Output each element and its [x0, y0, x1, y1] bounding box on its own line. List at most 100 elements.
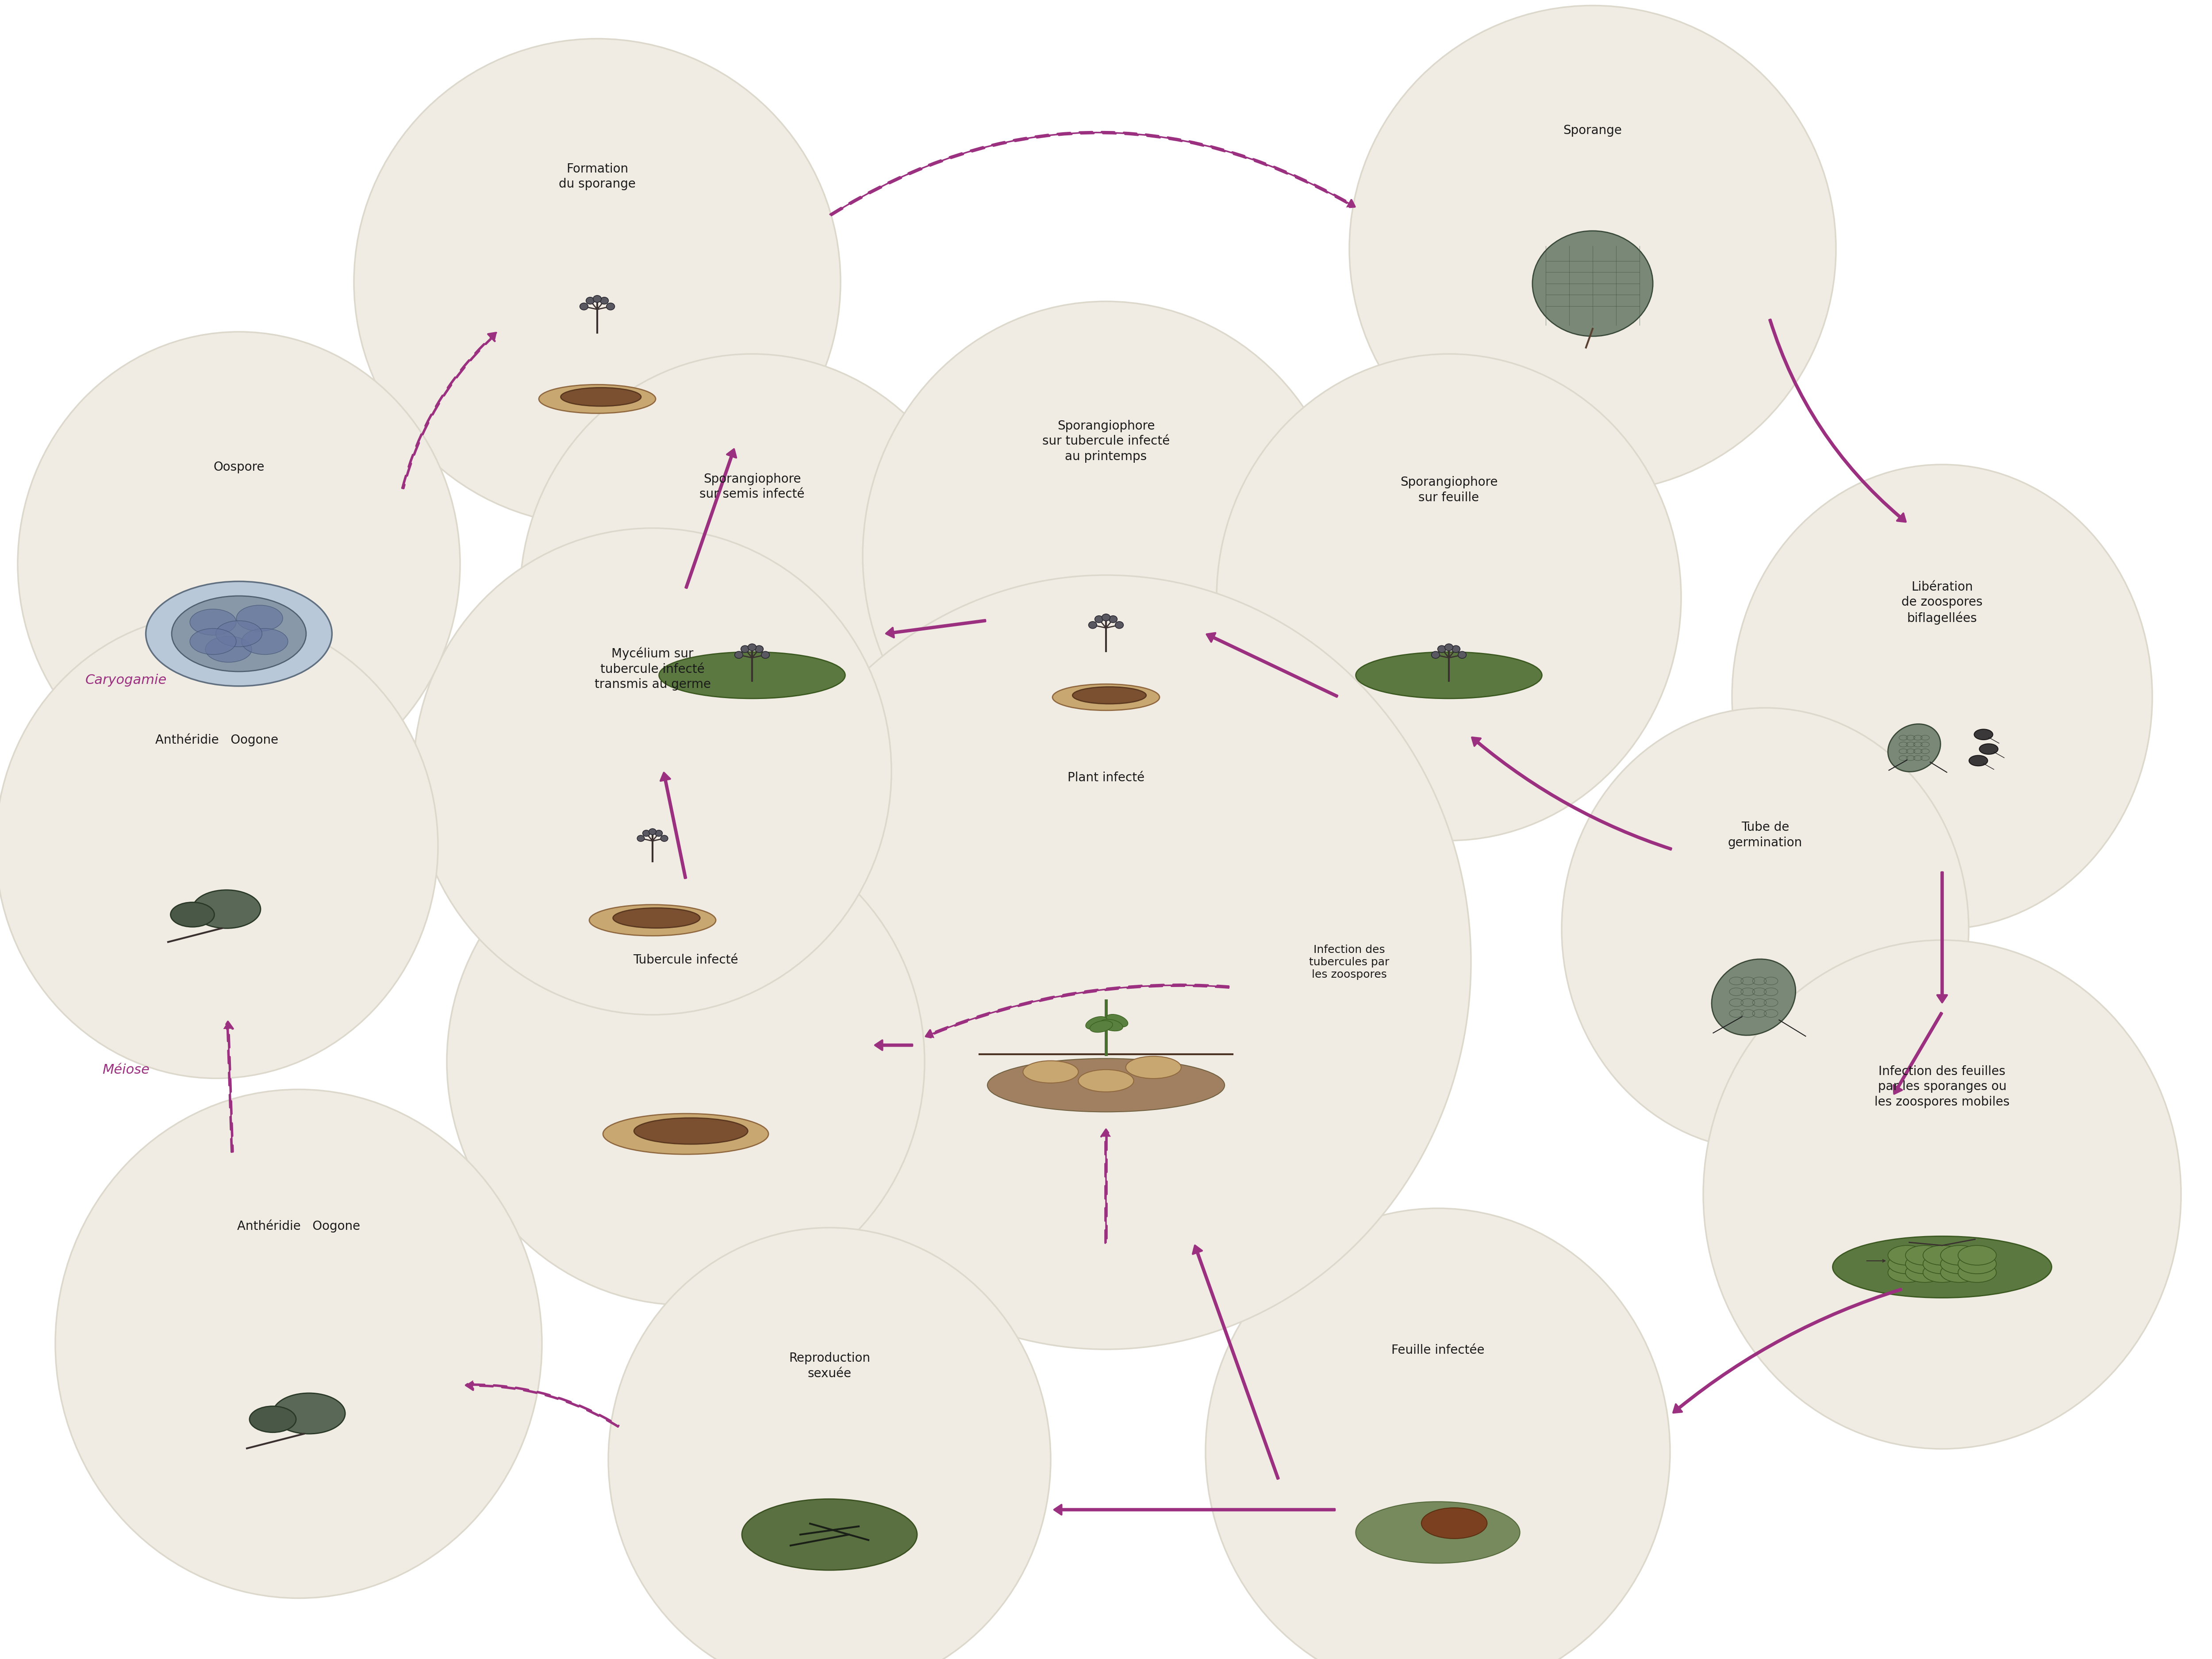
Text: Anthéridie   Oogone: Anthéridie Oogone	[237, 1219, 361, 1233]
Ellipse shape	[1206, 1208, 1670, 1659]
Ellipse shape	[1732, 465, 2152, 929]
Ellipse shape	[1905, 1254, 1944, 1274]
FancyArrowPatch shape	[1770, 320, 1907, 523]
Text: Sporangiophore
sur semis infecté: Sporangiophore sur semis infecté	[699, 473, 805, 501]
Ellipse shape	[635, 1118, 748, 1145]
Ellipse shape	[741, 1500, 918, 1569]
FancyArrowPatch shape	[830, 131, 1356, 216]
FancyArrowPatch shape	[1672, 1289, 1902, 1413]
Ellipse shape	[863, 302, 1349, 810]
Ellipse shape	[1091, 1020, 1113, 1032]
Ellipse shape	[1958, 1262, 1997, 1282]
Text: Infection des
tubercules par
les zoospores: Infection des tubercules par les zoospor…	[1310, 944, 1389, 980]
Ellipse shape	[1958, 1254, 1997, 1274]
Ellipse shape	[520, 353, 984, 841]
Ellipse shape	[1712, 959, 1796, 1035]
Ellipse shape	[1108, 615, 1117, 622]
Ellipse shape	[1958, 1246, 1997, 1266]
Ellipse shape	[580, 304, 588, 310]
Ellipse shape	[1095, 615, 1104, 622]
Ellipse shape	[1431, 652, 1440, 659]
Text: Plant infecté: Plant infecté	[1068, 771, 1144, 783]
Ellipse shape	[1905, 1246, 1944, 1266]
FancyArrowPatch shape	[876, 1040, 911, 1050]
Ellipse shape	[1106, 1014, 1128, 1027]
Text: Caryogamie: Caryogamie	[86, 674, 166, 687]
Ellipse shape	[1102, 614, 1110, 620]
Ellipse shape	[354, 38, 841, 526]
Ellipse shape	[1073, 687, 1146, 703]
Ellipse shape	[1356, 1501, 1520, 1563]
Ellipse shape	[190, 609, 237, 635]
FancyArrowPatch shape	[467, 1380, 619, 1427]
Ellipse shape	[562, 388, 641, 406]
Ellipse shape	[217, 620, 261, 647]
Ellipse shape	[1053, 684, 1159, 710]
Ellipse shape	[1086, 1017, 1108, 1029]
Ellipse shape	[18, 332, 460, 796]
Text: Sporangiophore
sur tubercule infecté
au printemps: Sporangiophore sur tubercule infecté au …	[1042, 420, 1170, 463]
Ellipse shape	[1533, 231, 1652, 337]
Ellipse shape	[173, 596, 305, 672]
Ellipse shape	[613, 907, 699, 927]
FancyArrowPatch shape	[234, 599, 243, 670]
Ellipse shape	[1980, 743, 1997, 755]
Ellipse shape	[1022, 1060, 1077, 1083]
Text: Reproduction
sexuée: Reproduction sexuée	[790, 1352, 869, 1380]
Ellipse shape	[237, 606, 283, 632]
Ellipse shape	[644, 830, 650, 836]
Ellipse shape	[608, 1228, 1051, 1659]
FancyArrowPatch shape	[1938, 873, 1947, 1002]
FancyArrowPatch shape	[927, 984, 1228, 1039]
Ellipse shape	[1438, 645, 1447, 652]
Text: Libération
de zoospores
biflagellées: Libération de zoospores biflagellées	[1902, 581, 1982, 624]
FancyArrowPatch shape	[1055, 1505, 1334, 1515]
Ellipse shape	[206, 635, 252, 662]
FancyArrowPatch shape	[1192, 1246, 1279, 1478]
Ellipse shape	[1458, 652, 1467, 659]
Ellipse shape	[1451, 645, 1460, 652]
Ellipse shape	[606, 304, 615, 310]
Ellipse shape	[734, 652, 743, 659]
Ellipse shape	[1832, 1236, 2053, 1297]
Ellipse shape	[1088, 622, 1097, 629]
Ellipse shape	[250, 1407, 296, 1432]
Text: Méiose: Méiose	[102, 1063, 150, 1077]
Ellipse shape	[661, 836, 668, 841]
Ellipse shape	[1422, 1508, 1486, 1538]
Ellipse shape	[741, 576, 1471, 1349]
Ellipse shape	[1356, 652, 1542, 698]
Ellipse shape	[192, 889, 261, 929]
Ellipse shape	[987, 1058, 1225, 1112]
FancyArrowPatch shape	[1208, 634, 1338, 697]
Ellipse shape	[1444, 644, 1453, 650]
Ellipse shape	[1562, 708, 1969, 1150]
Ellipse shape	[1887, 1262, 1927, 1282]
FancyArrowPatch shape	[661, 773, 686, 878]
Ellipse shape	[599, 297, 608, 304]
Ellipse shape	[648, 828, 657, 834]
Ellipse shape	[1905, 1262, 1944, 1282]
Ellipse shape	[741, 645, 750, 652]
Ellipse shape	[1940, 1262, 1980, 1282]
Ellipse shape	[1099, 1019, 1124, 1030]
FancyArrowPatch shape	[223, 1022, 232, 1151]
FancyArrowPatch shape	[686, 450, 737, 587]
Ellipse shape	[754, 645, 763, 652]
Ellipse shape	[1126, 1057, 1181, 1078]
Text: Mycélium sur
tubercule infecté
transmis au germe: Mycélium sur tubercule infecté transmis …	[595, 647, 710, 690]
Ellipse shape	[272, 1394, 345, 1433]
Ellipse shape	[170, 902, 215, 927]
FancyArrowPatch shape	[1102, 1130, 1110, 1243]
Ellipse shape	[540, 385, 655, 413]
Text: Sporangiophore
sur feuille: Sporangiophore sur feuille	[1400, 476, 1498, 504]
Ellipse shape	[1922, 1262, 1962, 1282]
Text: Sporange: Sporange	[1564, 124, 1621, 136]
Ellipse shape	[588, 904, 717, 936]
Ellipse shape	[1887, 1254, 1927, 1274]
Ellipse shape	[659, 652, 845, 698]
Ellipse shape	[1922, 1246, 1962, 1266]
Ellipse shape	[1887, 723, 1940, 771]
Ellipse shape	[604, 1113, 768, 1155]
Ellipse shape	[586, 297, 595, 304]
